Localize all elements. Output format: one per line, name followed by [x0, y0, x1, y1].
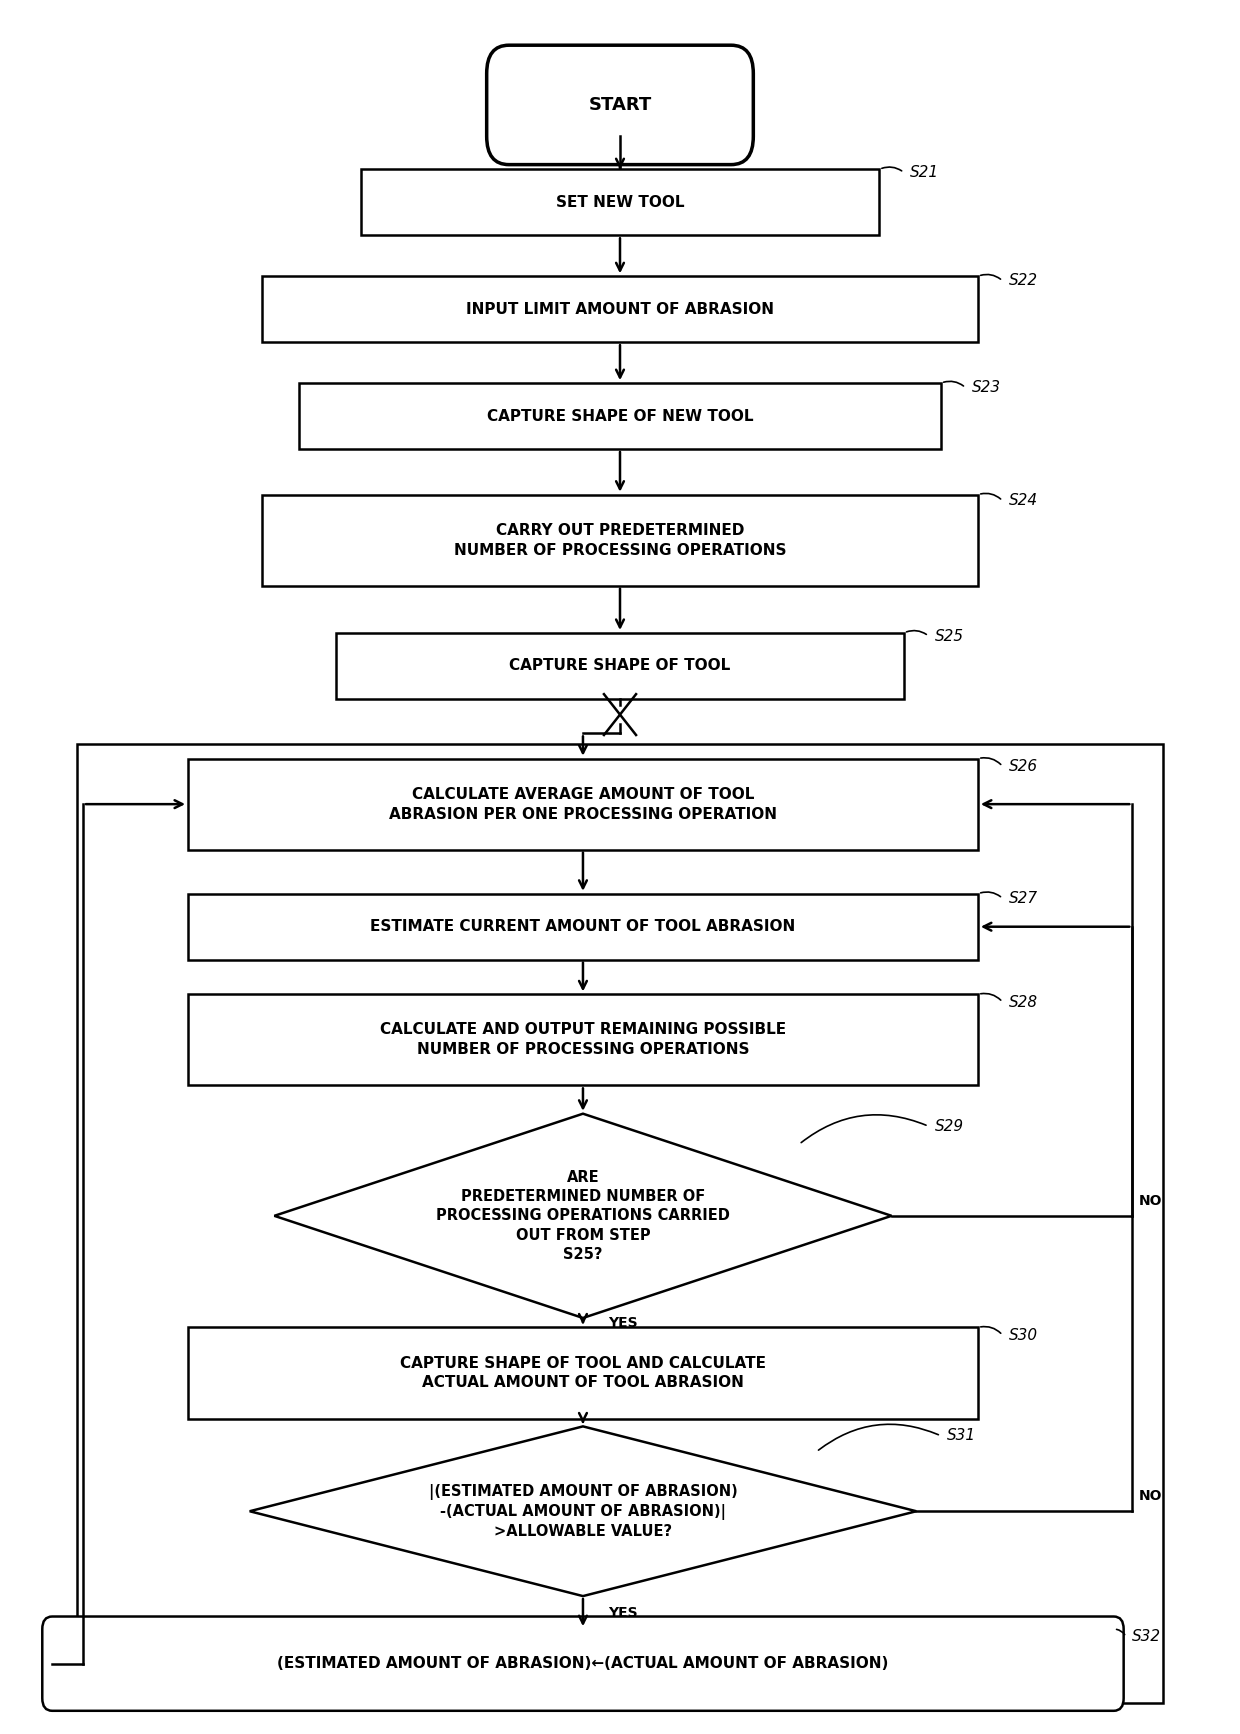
Text: S27: S27: [1009, 891, 1038, 905]
Text: S30: S30: [1009, 1328, 1038, 1342]
Text: S32: S32: [1132, 1630, 1162, 1644]
Text: SET NEW TOOL: SET NEW TOOL: [556, 194, 684, 210]
Bar: [188, 758, 978, 850]
Polygon shape: [274, 1113, 892, 1318]
Bar: [188, 893, 978, 959]
Bar: [188, 1328, 978, 1418]
Text: CARRY OUT PREDETERMINED
NUMBER OF PROCESSING OPERATIONS: CARRY OUT PREDETERMINED NUMBER OF PROCES…: [454, 522, 786, 558]
Bar: [188, 994, 978, 1085]
Text: S25: S25: [935, 628, 963, 643]
Text: S31: S31: [947, 1429, 976, 1443]
Text: S24: S24: [1009, 494, 1038, 508]
Bar: [262, 494, 978, 586]
Text: S21: S21: [910, 165, 939, 180]
Bar: [299, 383, 941, 449]
Text: |(ESTIMATED AMOUNT OF ABRASION)
-(ACTUAL AMOUNT OF ABRASION)|
>ALLOWABLE VALUE?: |(ESTIMATED AMOUNT OF ABRASION) -(ACTUAL…: [429, 1484, 738, 1540]
FancyBboxPatch shape: [42, 1616, 1123, 1711]
Text: (ESTIMATED AMOUNT OF ABRASION)←(ACTUAL AMOUNT OF ABRASION): (ESTIMATED AMOUNT OF ABRASION)←(ACTUAL A…: [278, 1656, 889, 1672]
Text: CALCULATE AVERAGE AMOUNT OF TOOL
ABRASION PER ONE PROCESSING OPERATION: CALCULATE AVERAGE AMOUNT OF TOOL ABRASIO…: [389, 787, 777, 822]
Text: ESTIMATE CURRENT AMOUNT OF TOOL ABRASION: ESTIMATE CURRENT AMOUNT OF TOOL ABRASION: [371, 919, 796, 935]
Text: S22: S22: [1009, 274, 1038, 288]
Text: CAPTURE SHAPE OF TOOL AND CALCULATE
ACTUAL AMOUNT OF TOOL ABRASION: CAPTURE SHAPE OF TOOL AND CALCULATE ACTU…: [401, 1356, 766, 1391]
Bar: [262, 276, 978, 342]
Text: S23: S23: [972, 380, 1001, 395]
Text: S28: S28: [1009, 995, 1038, 1009]
Text: NO: NO: [1138, 1490, 1162, 1503]
Text: CAPTURE SHAPE OF NEW TOOL: CAPTURE SHAPE OF NEW TOOL: [487, 409, 753, 423]
Bar: [336, 633, 904, 699]
Text: START: START: [588, 95, 652, 114]
Text: YES: YES: [608, 1606, 637, 1620]
Text: CAPTURE SHAPE OF TOOL: CAPTURE SHAPE OF TOOL: [510, 659, 730, 673]
Text: CALCULATE AND OUTPUT REMAINING POSSIBLE
NUMBER OF PROCESSING OPERATIONS: CALCULATE AND OUTPUT REMAINING POSSIBLE …: [379, 1023, 786, 1058]
FancyBboxPatch shape: [486, 45, 754, 165]
Text: YES: YES: [608, 1316, 637, 1330]
Polygon shape: [249, 1427, 916, 1595]
Bar: [361, 170, 879, 236]
Text: NO: NO: [1138, 1195, 1162, 1209]
Text: S26: S26: [1009, 759, 1038, 773]
Text: INPUT LIMIT AMOUNT OF ABRASION: INPUT LIMIT AMOUNT OF ABRASION: [466, 302, 774, 317]
Bar: [77, 744, 1163, 1703]
Text: S29: S29: [935, 1118, 963, 1134]
Text: ARE
PREDETERMINED NUMBER OF
PROCESSING OPERATIONS CARRIED
OUT FROM STEP
S25?: ARE PREDETERMINED NUMBER OF PROCESSING O…: [436, 1170, 730, 1262]
